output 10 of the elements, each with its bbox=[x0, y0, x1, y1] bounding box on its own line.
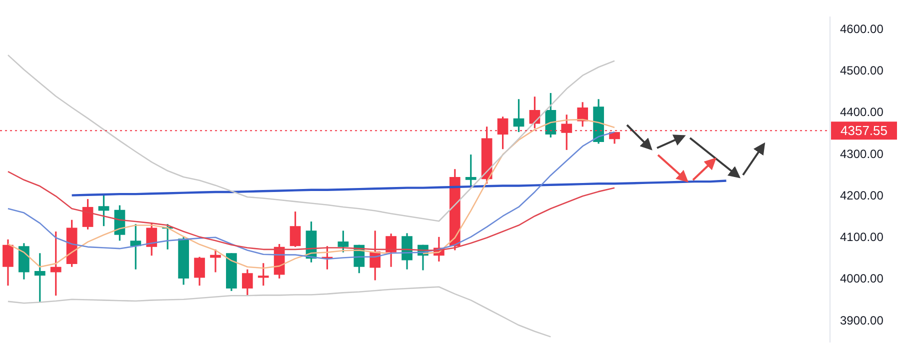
y-tick-label: 4300.00 bbox=[840, 146, 884, 161]
candlestick bbox=[465, 154, 476, 187]
y-tick-label: 4500.00 bbox=[840, 64, 884, 78]
y-tick-label: 4400.00 bbox=[840, 105, 884, 120]
y-tick-label: 4100.00 bbox=[840, 230, 884, 244]
y-tick-label: 3900.00 bbox=[840, 313, 884, 328]
ref-line-label: 4357.55 bbox=[840, 123, 888, 138]
y-tick-label: 4200.00 bbox=[840, 188, 884, 202]
y-tick-label: 4600.00 bbox=[840, 22, 884, 36]
y-tick-label: 4000.00 bbox=[840, 272, 884, 286]
